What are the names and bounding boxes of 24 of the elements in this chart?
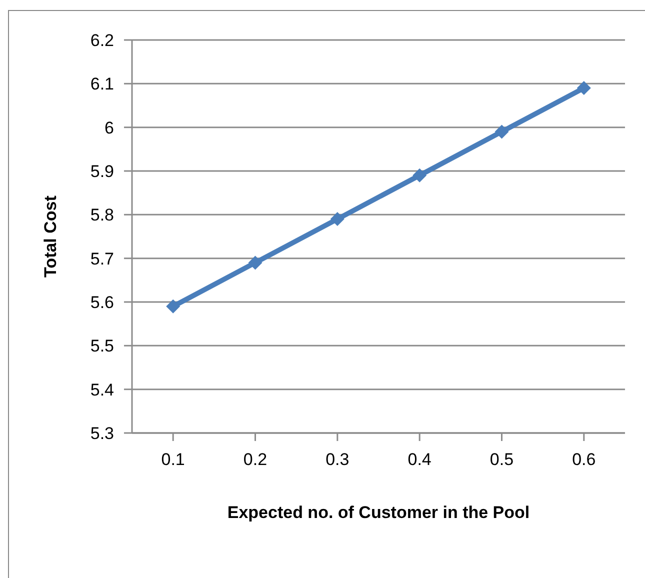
point <box>494 124 509 139</box>
x-tick-label: 0.6 <box>572 450 596 470</box>
x-tick-label: 0.3 <box>326 450 350 470</box>
y-tick-label: 5.5 <box>90 336 114 356</box>
y-axis-title: Total Cost <box>41 195 60 278</box>
y-tick-label: 5.3 <box>90 424 114 444</box>
y-tick-label: 6.2 <box>90 31 114 50</box>
y-tick-label: 6 <box>104 118 114 138</box>
y-tick-label: 5.4 <box>90 380 114 400</box>
point <box>576 81 591 96</box>
y-tick-label: 5.7 <box>90 249 114 268</box>
y-tick-label: 6.1 <box>90 74 114 94</box>
x-tick-label: 0.5 <box>490 450 514 470</box>
y-tick-label: 5.6 <box>90 293 114 312</box>
x-tick-label: 0.4 <box>408 450 432 470</box>
x-tick-label: 0.1 <box>161 450 185 470</box>
point <box>248 256 262 270</box>
point <box>330 212 344 226</box>
x-tick-label: 0.2 <box>243 450 268 470</box>
y-tick-label: 5.8 <box>90 206 114 225</box>
x-axis-title: Expected no. of Customer in the Pool <box>227 503 530 522</box>
point <box>412 168 427 182</box>
y-tick-label: 5.9 <box>90 162 114 182</box>
point <box>166 299 180 314</box>
